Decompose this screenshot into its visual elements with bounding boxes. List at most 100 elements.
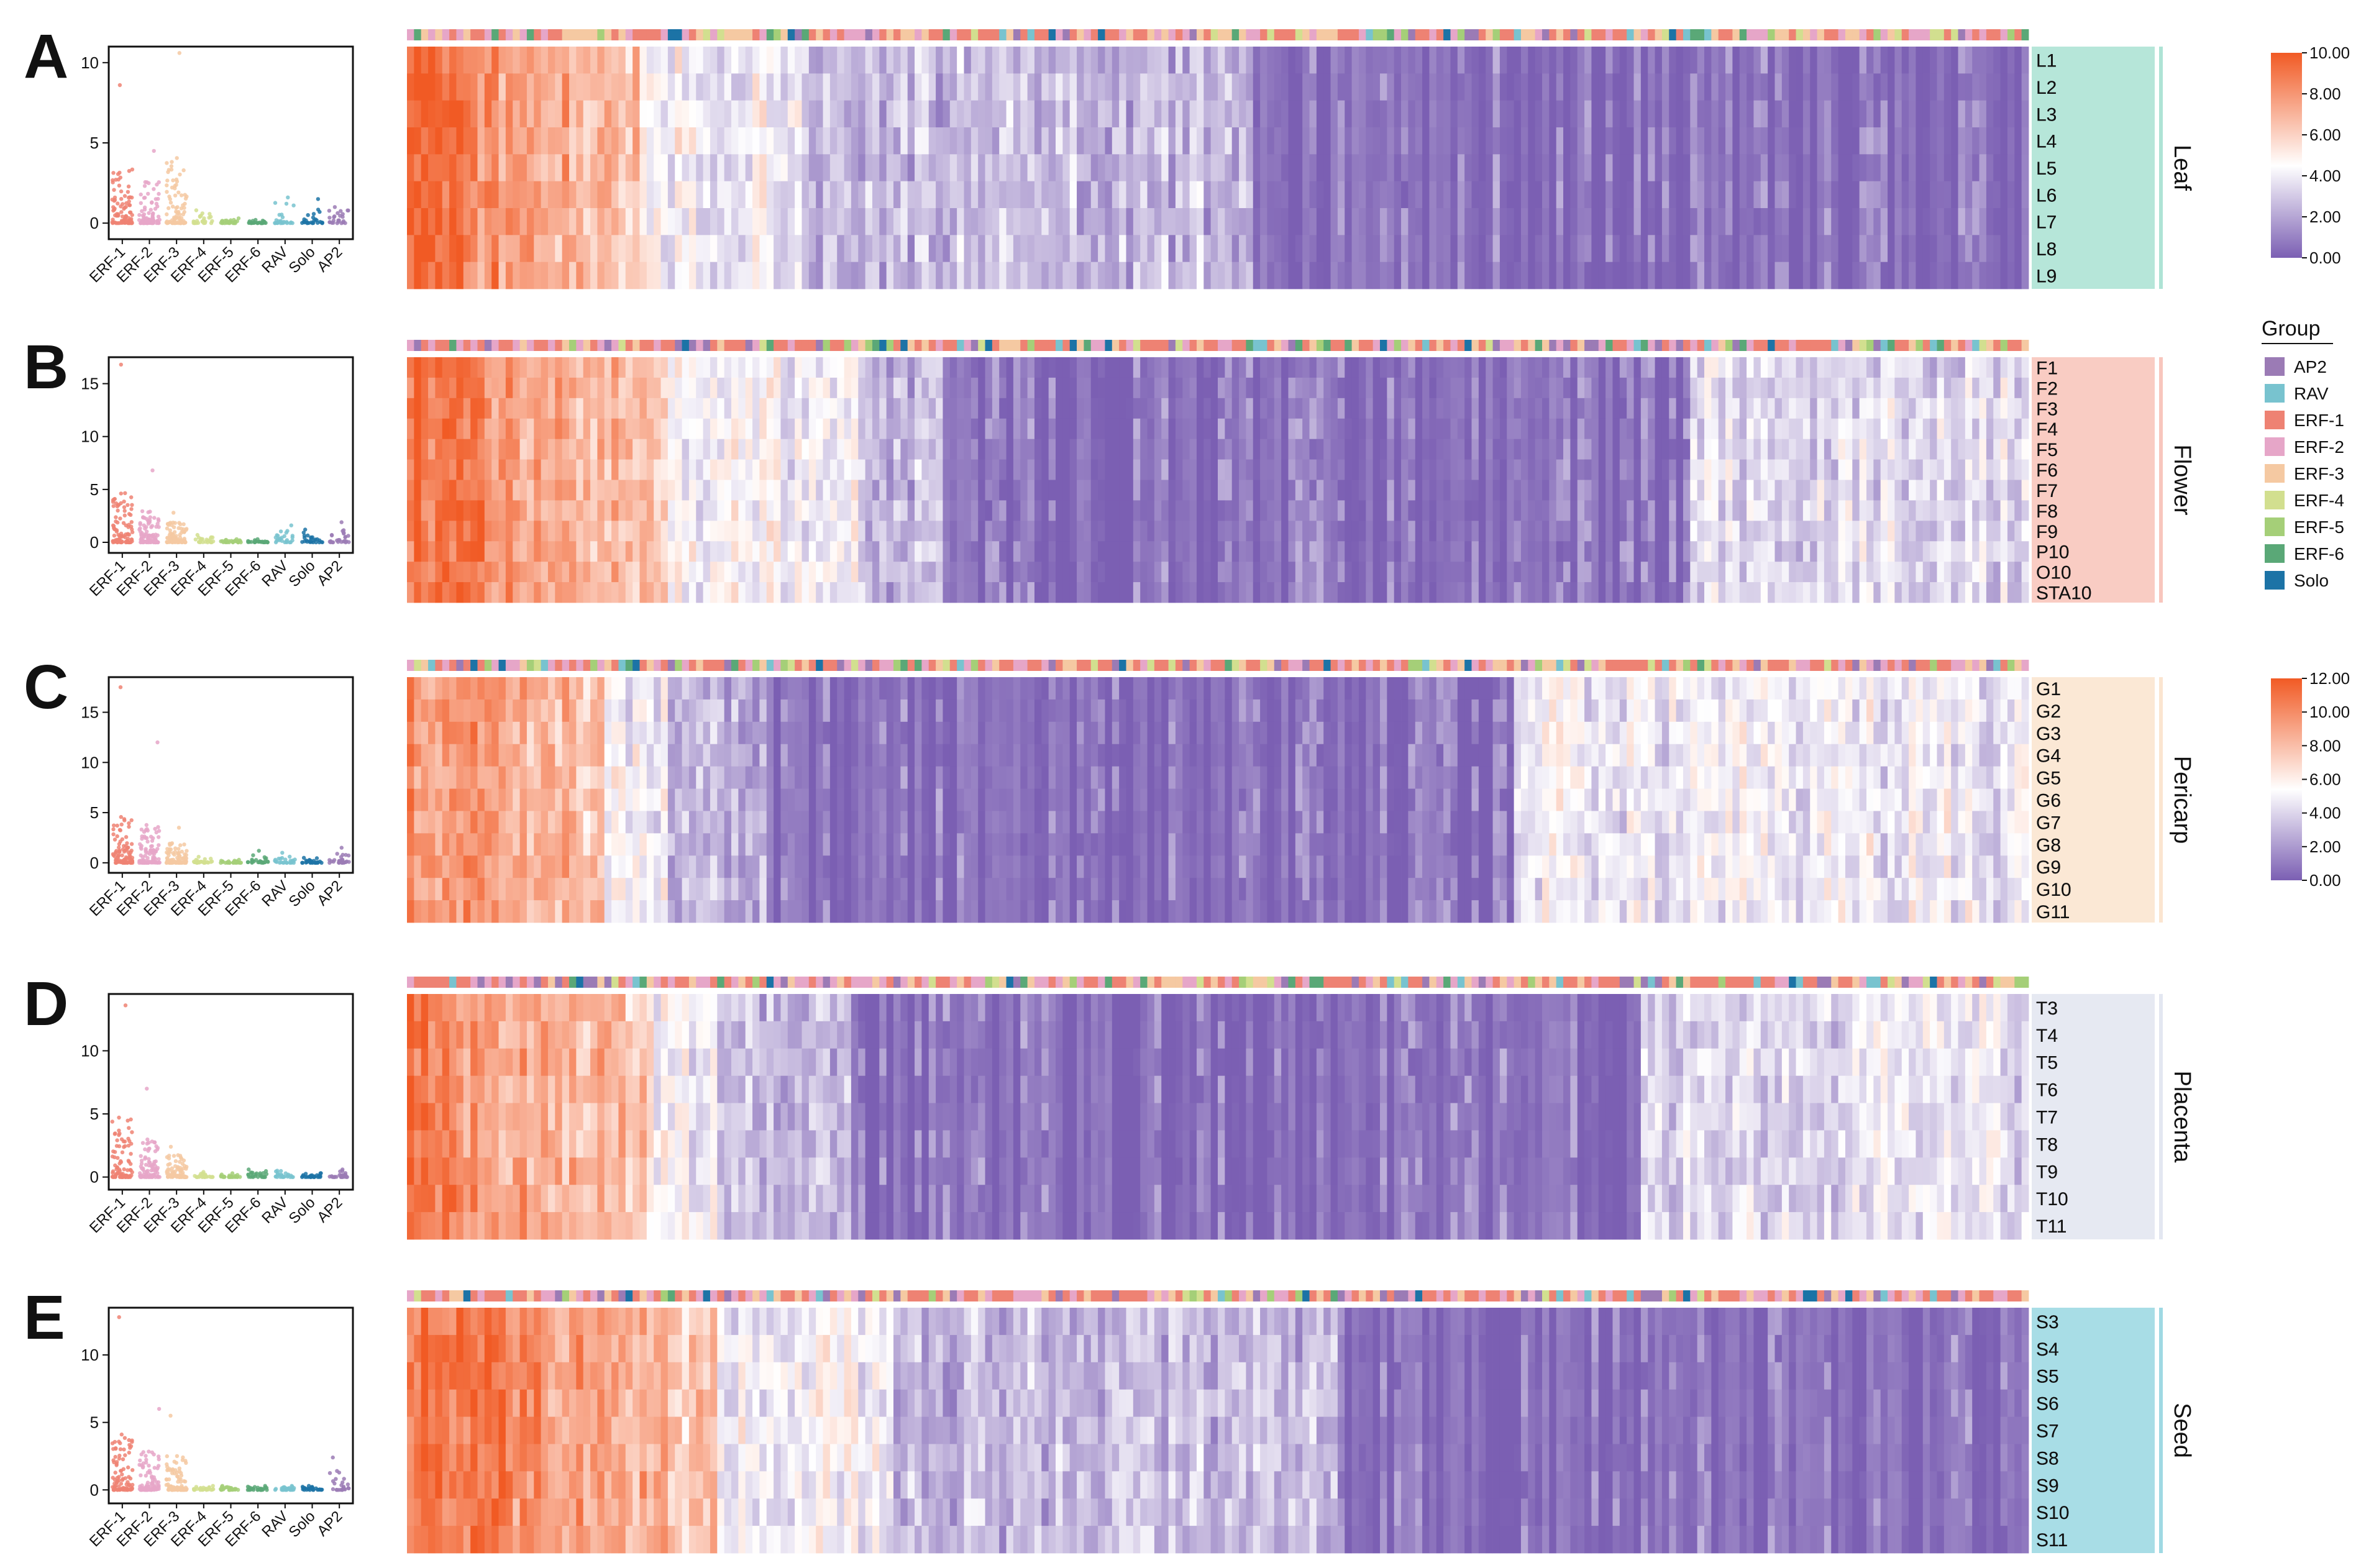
group-strip-cell bbox=[1034, 29, 1042, 40]
heatmap-cell bbox=[1006, 208, 1014, 235]
group-strip-cell bbox=[1591, 340, 1599, 351]
heatmap-cell bbox=[1394, 127, 1402, 155]
group-strip-cell bbox=[1838, 29, 1846, 40]
heatmap-cell bbox=[470, 439, 478, 460]
heatmap-cell bbox=[1260, 154, 1267, 182]
heatmap-cell bbox=[1464, 127, 1472, 155]
heatmap-cell bbox=[505, 418, 513, 440]
heatmap-cell bbox=[1084, 521, 1092, 542]
heatmap-cell bbox=[1528, 500, 1536, 521]
heatmap-cell bbox=[583, 521, 591, 542]
heatmap-cell bbox=[667, 418, 675, 440]
group-strip-cell bbox=[1880, 340, 1888, 351]
heatmap-cell bbox=[1549, 100, 1557, 128]
heatmap-cell bbox=[801, 73, 810, 101]
heatmap-cell bbox=[1295, 47, 1303, 74]
heatmap-cell bbox=[541, 480, 549, 501]
heatmap-cell bbox=[675, 521, 682, 542]
heatmap-cell bbox=[696, 208, 704, 235]
heatmap-cell bbox=[780, 100, 788, 128]
heatmap-cell bbox=[1034, 521, 1042, 542]
heatmap-cell bbox=[1316, 127, 1324, 155]
dot-point bbox=[316, 197, 321, 201]
heatmap-cell bbox=[1464, 208, 1472, 235]
heatmap-cell bbox=[829, 480, 838, 501]
heatmap-cell bbox=[907, 47, 915, 74]
heatmap-cell bbox=[611, 127, 619, 155]
heatmap-cell bbox=[1535, 398, 1543, 419]
group-strip-cell bbox=[865, 29, 873, 40]
heatmap-cell bbox=[1979, 47, 1987, 74]
heatmap-cell bbox=[456, 398, 464, 419]
heatmap-cell bbox=[1768, 398, 1775, 419]
heatmap-cell bbox=[513, 377, 520, 399]
heatmap-cell bbox=[1880, 377, 1888, 399]
group-strip-cell bbox=[498, 29, 506, 40]
heatmap-cell bbox=[449, 73, 457, 101]
heatmap-cell bbox=[766, 235, 774, 263]
heatmap-cell bbox=[1189, 418, 1197, 440]
heatmap-cell bbox=[1789, 418, 1796, 440]
heatmap-cell bbox=[555, 47, 563, 74]
heatmap-cell bbox=[745, 47, 753, 74]
group-strip-cell bbox=[970, 340, 979, 351]
group-strip-cell bbox=[1260, 29, 1267, 40]
heatmap-cell bbox=[1873, 398, 1881, 419]
heatmap-cell bbox=[858, 47, 866, 74]
dot-point bbox=[165, 161, 169, 165]
heatmap-cell bbox=[1683, 235, 1691, 263]
heatmap-cell bbox=[1034, 357, 1042, 378]
heatmap-cell bbox=[1267, 127, 1275, 155]
heatmap-cell bbox=[639, 357, 647, 378]
heatmap-cell bbox=[795, 377, 802, 399]
dot-point bbox=[202, 216, 206, 221]
heatmap-cell bbox=[1210, 262, 1218, 289]
heatmap-cell bbox=[1747, 357, 1754, 378]
heatmap-cell bbox=[498, 208, 506, 235]
group-strip-cell bbox=[858, 29, 866, 40]
group-strip-cell bbox=[1690, 29, 1698, 40]
heatmap-cell bbox=[717, 100, 725, 128]
heatmap-cell bbox=[1013, 357, 1021, 378]
heatmap-cell bbox=[618, 100, 626, 128]
heatmap-cell bbox=[1246, 439, 1254, 460]
heatmap-cell bbox=[569, 127, 577, 155]
group-strip-cell bbox=[1422, 340, 1430, 351]
heatmap-cell bbox=[1013, 262, 1021, 289]
heatmap-cell bbox=[1802, 500, 1811, 521]
heatmap-cell bbox=[1168, 262, 1176, 289]
heatmap-cell bbox=[1852, 357, 1860, 378]
heatmap-cell bbox=[1514, 47, 1522, 74]
heatmap-cell bbox=[1154, 262, 1162, 289]
heatmap-cell bbox=[1951, 73, 1958, 101]
heatmap-cell bbox=[872, 500, 880, 521]
heatmap-cell bbox=[1768, 235, 1775, 263]
heatmap-cell bbox=[1888, 480, 1895, 501]
heatmap-cell bbox=[710, 480, 718, 501]
heatmap-cell bbox=[583, 47, 591, 74]
heatmap-cell bbox=[823, 262, 831, 289]
heatmap-cell bbox=[823, 154, 831, 182]
heatmap-cell bbox=[1140, 154, 1148, 182]
heatmap-cell bbox=[477, 500, 485, 521]
heatmap-cell bbox=[1824, 262, 1832, 289]
heatmap-cell bbox=[759, 439, 767, 460]
heatmap-cell bbox=[1683, 439, 1691, 460]
heatmap-cell bbox=[1140, 235, 1148, 263]
group-strip-cell bbox=[1119, 340, 1126, 351]
dot-point bbox=[126, 189, 130, 194]
heatmap-cell bbox=[639, 521, 647, 542]
heatmap-cell bbox=[823, 500, 831, 521]
heatmap-cell bbox=[865, 100, 873, 128]
heatmap-cell bbox=[688, 398, 696, 419]
heatmap-cell bbox=[1859, 357, 1867, 378]
heatmap-cell bbox=[1084, 47, 1092, 74]
heatmap-cell bbox=[921, 459, 929, 480]
heatmap-cell bbox=[435, 235, 443, 263]
heatmap-cell bbox=[943, 262, 951, 289]
heatmap-cell bbox=[1563, 480, 1571, 501]
heatmap-cell bbox=[1210, 181, 1218, 209]
heatmap-cell bbox=[1605, 154, 1613, 182]
heatmap-cell bbox=[477, 47, 485, 74]
group-strip-cell bbox=[1661, 29, 1669, 40]
